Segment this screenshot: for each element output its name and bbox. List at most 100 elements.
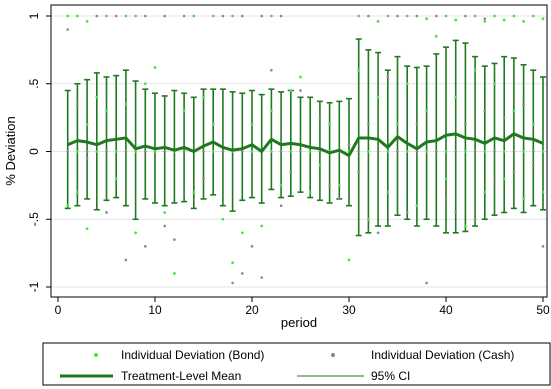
cash-point: [279, 204, 283, 207]
x-axis-ticks: 0 10 20 30 40 50: [55, 297, 550, 317]
cash-point: [182, 190, 186, 194]
cash-point: [182, 14, 186, 18]
zero-point: [250, 150, 254, 153]
legend-marker-cash: [331, 353, 335, 357]
bond-point: [386, 14, 390, 18]
bond-point: [76, 190, 79, 194]
legend: Individual Deviation (Bond) Individual D…: [42, 342, 551, 386]
bond-point: [347, 258, 351, 262]
bond-point: [454, 95, 458, 99]
zero-point: [444, 150, 448, 153]
zero-point: [541, 150, 545, 153]
y-tick-label: .5: [27, 78, 41, 88]
cash-point: [318, 116, 322, 119]
x-tick-label: 50: [536, 303, 550, 317]
bond-point: [299, 75, 302, 79]
bond-point: [502, 177, 506, 181]
bond-point: [134, 14, 138, 18]
cash-point: [114, 14, 118, 18]
zero-point: [85, 150, 89, 153]
zero-point: [454, 150, 458, 153]
bond-point: [85, 123, 89, 126]
bond-point: [270, 109, 273, 113]
zero-point: [299, 150, 302, 153]
legend-label-ci: 95% CI: [371, 369, 410, 383]
zero-point: [211, 150, 215, 153]
bond-point: [444, 177, 448, 181]
zero-point: [144, 150, 147, 153]
bond-point: [434, 34, 438, 38]
cash-point: [473, 217, 477, 221]
cash-point: [405, 211, 409, 214]
cash-point: [66, 28, 69, 31]
bond-point: [522, 20, 525, 23]
zero-point: [270, 150, 273, 153]
cash-point: [435, 14, 438, 18]
zero-point: [163, 150, 166, 153]
cash-point: [85, 156, 89, 160]
y-axis-ticks: -1 -.5 0 .5 1: [27, 12, 51, 292]
bond-point: [143, 82, 147, 86]
cash-point: [415, 123, 419, 126]
bond-point: [211, 14, 215, 18]
cash-point: [483, 17, 487, 21]
bond-point: [357, 14, 361, 18]
zero-point: [105, 150, 108, 153]
zero-point: [405, 150, 409, 153]
cash-point: [454, 211, 458, 214]
bond-point: [337, 183, 341, 187]
cash-point: [260, 276, 264, 279]
bond-point: [240, 231, 244, 235]
zero-point: [435, 150, 438, 153]
zero-point: [318, 150, 322, 153]
zero-point: [289, 150, 293, 153]
bond-point: [425, 109, 428, 113]
zero-point: [415, 150, 419, 153]
cash-point: [367, 123, 370, 126]
zero-point: [483, 150, 487, 153]
bond-point: [367, 217, 370, 221]
bond-point: [376, 95, 380, 99]
zero-point: [376, 150, 380, 153]
zero-point: [396, 150, 399, 153]
legend-label-bond: Individual Deviation (Bond): [121, 348, 264, 362]
x-tick-label: 10: [148, 303, 162, 317]
x-tick-label: 40: [439, 303, 453, 317]
cash-point: [144, 14, 147, 18]
cash-point: [250, 245, 254, 248]
zero-point: [473, 150, 477, 153]
bond-point: [231, 261, 235, 265]
mean-series-line: [67, 132, 544, 158]
y-tick-label: 0: [27, 148, 41, 155]
zero-point: [241, 150, 244, 153]
bond-point: [289, 89, 293, 92]
bond-point: [531, 14, 535, 18]
bond-point: [85, 20, 89, 23]
bond-point: [483, 20, 487, 23]
zero-point: [124, 150, 128, 153]
bond-point: [76, 14, 79, 18]
cash-point: [279, 14, 283, 18]
bond-point: [396, 123, 399, 126]
zero-point: [202, 150, 205, 153]
bond-point: [105, 109, 108, 113]
cash-point: [396, 14, 399, 18]
bond-point: [182, 109, 186, 113]
cash-point: [522, 102, 525, 106]
cash-point: [386, 75, 390, 79]
cash-point: [367, 14, 370, 18]
cash-point: [173, 238, 176, 241]
bond-point: [376, 20, 380, 23]
bond-point: [308, 190, 312, 194]
cash-point: [532, 163, 535, 167]
cash-point: [502, 116, 506, 119]
cash-point: [124, 258, 128, 262]
bond-point: [105, 14, 108, 18]
bond-point: [318, 163, 322, 167]
bond-point: [231, 14, 235, 18]
cash-point: [357, 170, 361, 174]
legend-label-cash: Individual Deviation (Cash): [371, 348, 514, 362]
zero-point: [522, 150, 525, 153]
bond-point: [328, 123, 331, 126]
bond-point: [541, 17, 545, 21]
